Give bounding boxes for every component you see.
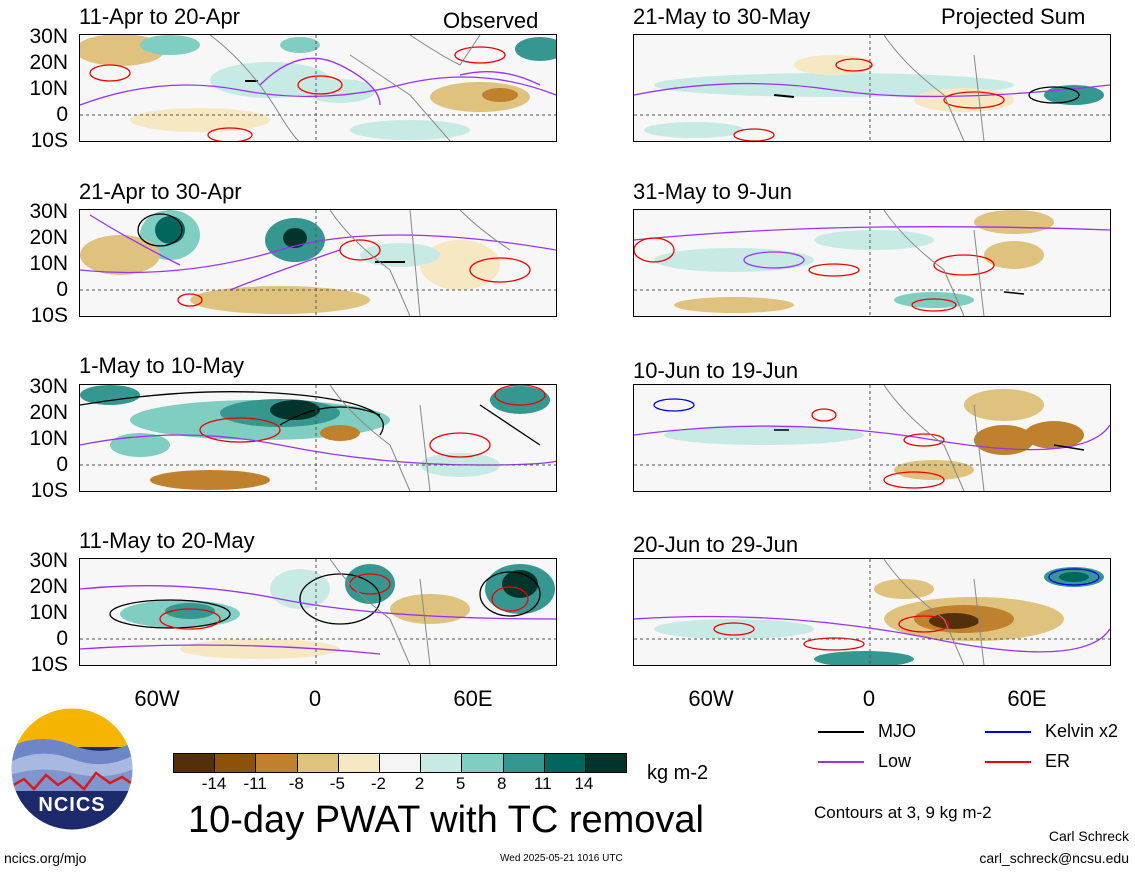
lat-label: 0 <box>56 627 68 650</box>
author-email[interactable]: carl_schreck@ncsu.edu <box>979 850 1129 866</box>
lon-label: 60E <box>453 686 493 711</box>
map-proj-2 <box>633 209 1111 317</box>
colorbar-tick-label: 2 <box>414 774 425 793</box>
colorbar-swatch <box>255 754 297 772</box>
lat-label: 10S <box>30 129 68 152</box>
panel-title-obs-1: 11-Apr to 20-Apr <box>79 4 241 29</box>
colorbar-swatch <box>584 754 627 772</box>
projected-sum-label: Projected Sum <box>941 4 1086 29</box>
lon-label: 60W <box>688 686 734 711</box>
kelvin-legend-line <box>985 731 1031 733</box>
low-legend-line <box>818 761 864 763</box>
lat-label: 30N <box>29 549 68 572</box>
panel-title-obs-2: 21-Apr to 30-Apr <box>79 179 242 204</box>
logo-text: NCICS <box>38 794 106 816</box>
observed-label: Observed <box>443 8 539 33</box>
lon-label: 0 <box>308 686 322 711</box>
map-proj-4 <box>633 558 1111 666</box>
colorbar-tick-label: -2 <box>370 774 387 793</box>
author: Carl Schreck <box>1048 828 1129 844</box>
lon-label: 60W <box>134 686 180 711</box>
colorbar-swatch <box>420 754 462 772</box>
lat-label: 30N <box>29 25 68 48</box>
contours-note: Contours at 3, 9 kg m-2 <box>814 803 992 822</box>
mjo-legend-label: MJO <box>878 721 916 741</box>
er-legend-label: ER <box>1045 751 1071 771</box>
lat-label: 30N <box>29 200 68 223</box>
site-link[interactable]: ncics.org/mjo <box>4 850 87 866</box>
colorbar-tick-label: 14 <box>574 774 594 793</box>
map-obs-3 <box>79 384 557 492</box>
colorbar-tick-label: -11 <box>243 774 267 793</box>
lat-label: 10S <box>30 653 68 676</box>
map-proj-3 <box>633 384 1111 492</box>
colorbar-unit: kg m-2 <box>647 762 709 784</box>
panel-title-proj-2: 31-May to 9-Jun <box>633 179 792 204</box>
panel-title-proj-3: 10-Jun to 19-Jun <box>633 358 799 383</box>
map-obs-2 <box>79 209 557 317</box>
lat-label: 0 <box>56 103 68 126</box>
colorbar-tick-label: 8 <box>496 774 507 793</box>
mjo-legend-line <box>818 731 864 733</box>
lon-label: 0 <box>862 686 876 711</box>
main-title: 10-day PWAT with TC removal <box>188 799 704 841</box>
map-obs-1 <box>79 34 557 142</box>
lat-label: 10N <box>29 427 68 450</box>
colorbar-tick-label: -14 <box>201 774 227 793</box>
timestamp: Wed 2025-05-21 1016 UTC <box>500 853 623 864</box>
lat-label: 20N <box>29 226 68 249</box>
colorbar-tick-label: 11 <box>533 774 552 793</box>
lat-label: 10N <box>29 601 68 624</box>
lat-label: 0 <box>56 278 68 301</box>
colorbar-swatch <box>296 754 338 772</box>
ncics-logo: NCICS <box>10 707 134 831</box>
colorbar-tick-label: 5 <box>455 774 466 793</box>
colorbar-swatch <box>543 754 585 772</box>
kelvin-legend-label: Kelvin x2 <box>1045 721 1119 741</box>
low-legend-label: Low <box>878 751 912 771</box>
lat-label: 10N <box>29 252 68 275</box>
colorbar-tick-label: -8 <box>288 774 304 793</box>
colorbar-swatch <box>461 754 503 772</box>
lat-label: 10S <box>30 304 68 327</box>
panel-title-obs-3: 1-May to 10-May <box>79 353 245 378</box>
colorbar-swatch <box>337 754 379 772</box>
lat-label: 30N <box>29 375 68 398</box>
colorbar-swatch <box>502 754 544 772</box>
er-legend-line <box>985 761 1031 763</box>
lat-label: 0 <box>56 453 68 476</box>
map-obs-4 <box>79 558 557 666</box>
lon-label: 60E <box>1007 686 1047 711</box>
lat-label: 20N <box>29 575 68 598</box>
map-proj-1 <box>633 34 1111 142</box>
panel-title-proj-1: 21-May to 30-May <box>633 4 811 29</box>
colorbar-swatch <box>378 754 421 772</box>
lat-label: 20N <box>29 401 68 424</box>
colorbar <box>173 753 627 773</box>
panel-title-proj-4: 20-Jun to 29-Jun <box>633 532 799 557</box>
lat-label: 10S <box>30 479 68 502</box>
colorbar-swatch <box>214 754 256 772</box>
panel-title-obs-4: 11-May to 20-May <box>79 528 255 553</box>
colorbar-tick-label: -5 <box>329 774 345 793</box>
lat-label: 20N <box>29 51 68 74</box>
lat-label: 10N <box>29 77 68 100</box>
colorbar-swatch <box>174 754 215 772</box>
